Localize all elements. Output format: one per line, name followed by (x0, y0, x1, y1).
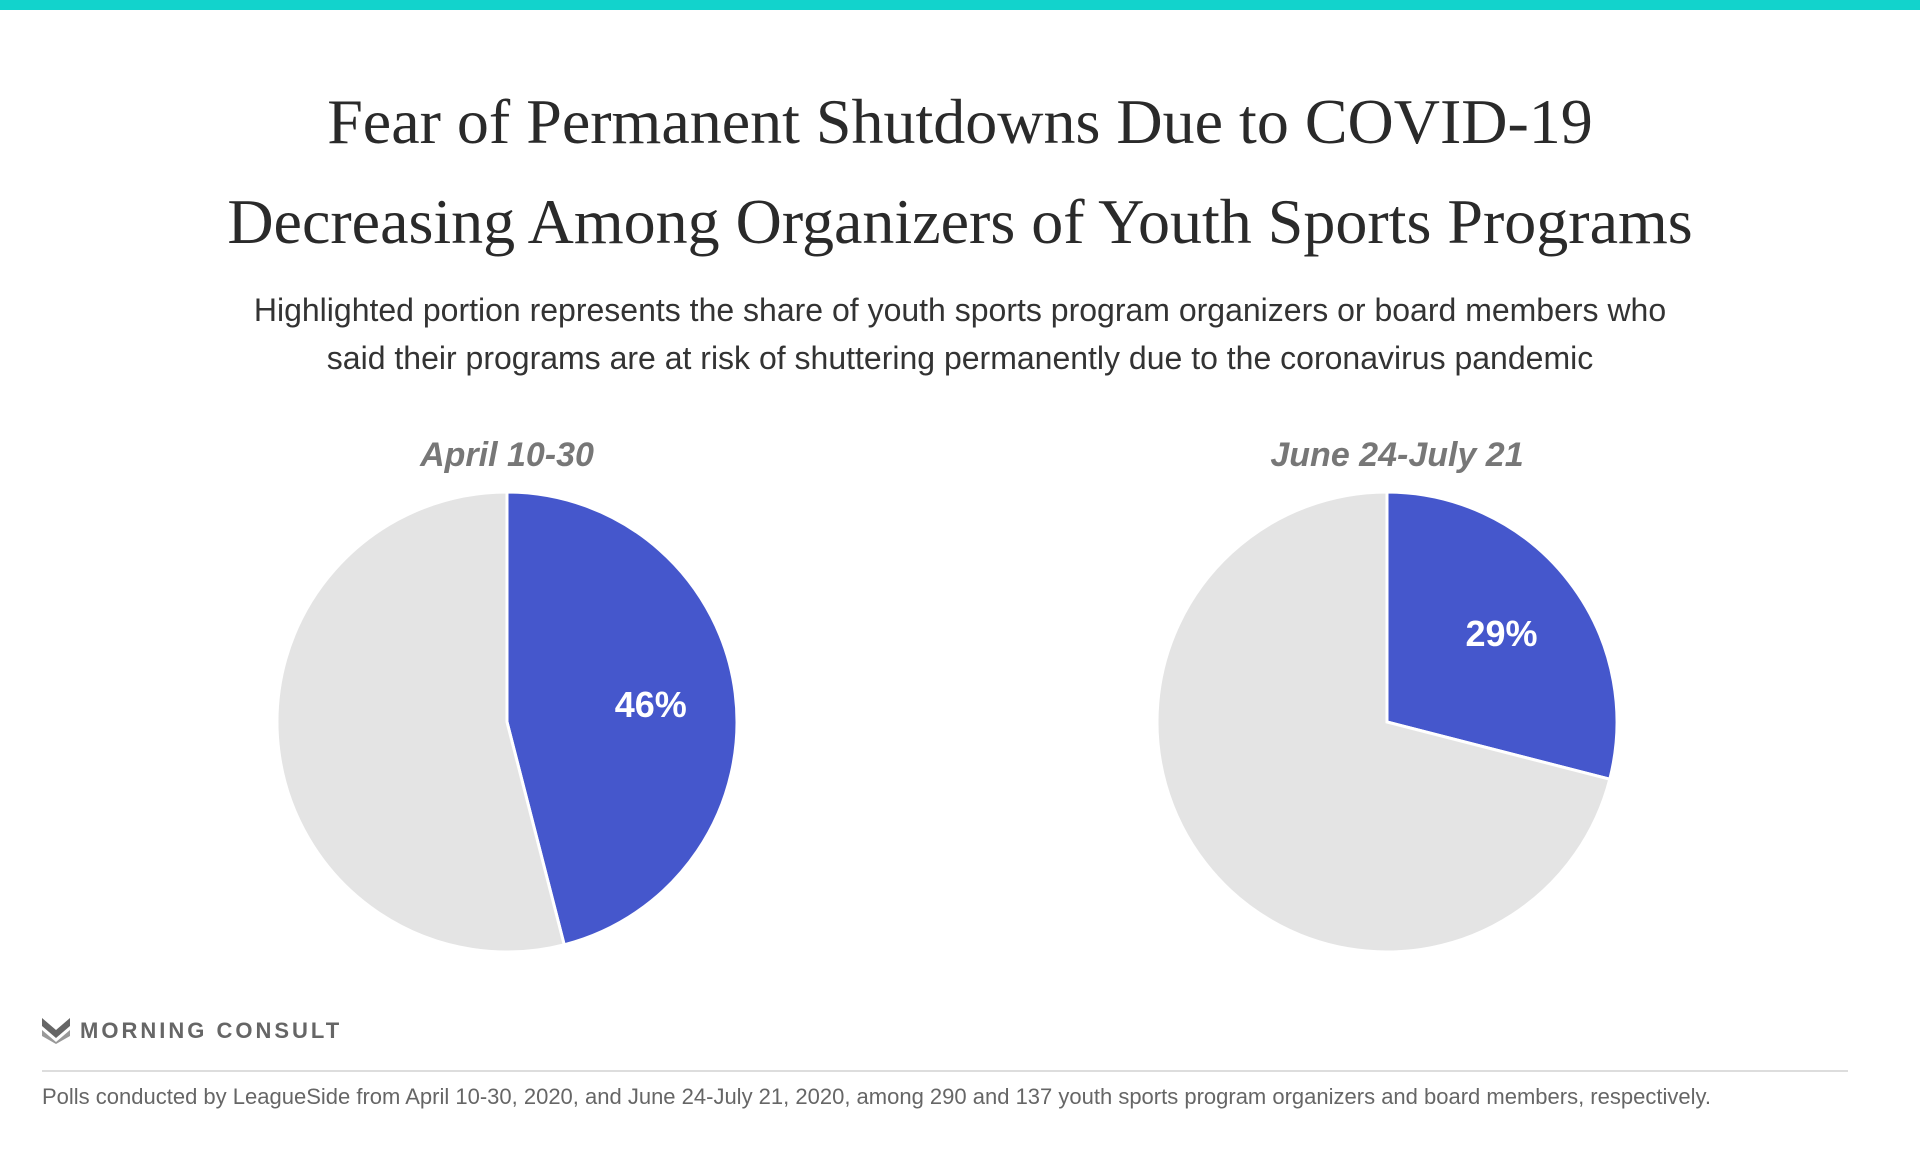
brand-name: MORNING CONSULT (80, 1018, 343, 1043)
subtitle-line-2: said their programs are at risk of shutt… (326, 340, 1594, 376)
subtitle-line-1: Highlighted portion represents the share… (253, 292, 1667, 328)
pie-data-label: 46% (615, 684, 687, 725)
title-line-2: Decreasing Among Organizers of Youth Spo… (227, 186, 1693, 257)
footer-divider (42, 1070, 1848, 1072)
pie-slice-rest (1155, 490, 1612, 954)
source-note: Polls conducted by LeagueSide from April… (42, 1084, 1711, 1109)
pie-title-april: April 10-30 (420, 436, 594, 474)
pie-title-june: June 24-July 21 (1270, 436, 1524, 474)
pie-data-label: 29% (1465, 613, 1537, 654)
pie-slice-highlight (1385, 490, 1619, 782)
chart-subtitle: Highlighted portion represents the share… (0, 286, 1920, 382)
pie-slice-highlight (505, 490, 739, 947)
chart-title: Fear of Permanent Shutdowns Due to COVID… (0, 72, 1920, 272)
morning-consult-logo: MORNING CONSULT (42, 1018, 342, 1044)
accent-bar (0, 0, 1920, 10)
pie-slice-rest (275, 490, 567, 954)
title-line-1: Fear of Permanent Shutdowns Due to COVID… (327, 86, 1593, 157)
morning-consult-m-icon (42, 1018, 70, 1044)
